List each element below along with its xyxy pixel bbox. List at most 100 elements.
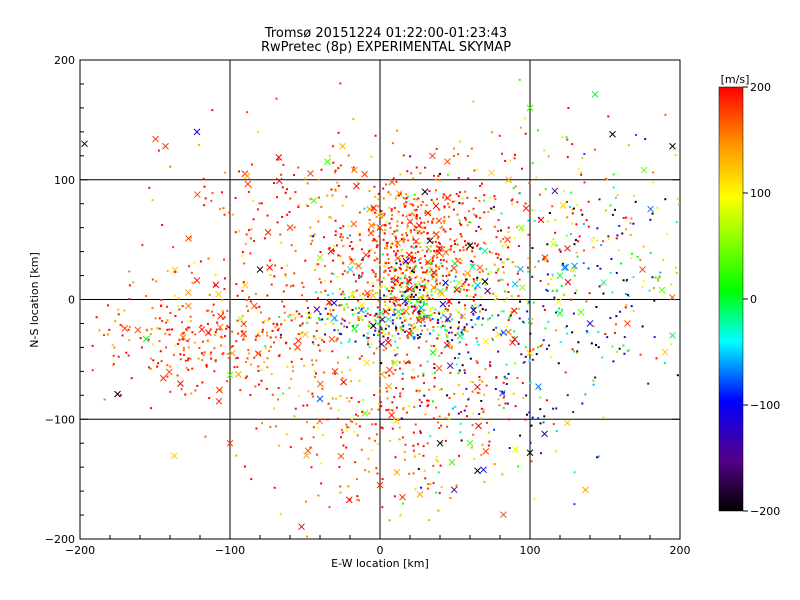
scatter-point <box>320 205 323 208</box>
scatter-point <box>367 324 370 327</box>
scatter-x-marker <box>348 258 356 266</box>
scatter-point <box>179 353 182 356</box>
scatter-point <box>453 242 456 245</box>
scatter-point <box>371 289 374 292</box>
scatter-point <box>495 326 498 329</box>
scatter-point <box>435 147 438 150</box>
scatter-point <box>177 297 180 300</box>
scatter-point <box>354 461 357 464</box>
scatter-point <box>459 233 462 236</box>
scatter-point <box>164 332 167 335</box>
scatter-x-marker <box>448 458 456 466</box>
scatter-point <box>179 358 182 361</box>
scatter-point <box>565 325 568 328</box>
scatter-point <box>291 365 294 368</box>
scatter-point <box>471 284 474 287</box>
scatter-point <box>642 245 645 248</box>
scatter-point <box>624 293 627 296</box>
scatter-point <box>294 316 297 319</box>
scatter-point <box>504 159 507 162</box>
scatter-point <box>306 182 309 185</box>
scatter-point <box>434 189 437 192</box>
scatter-point <box>451 345 454 348</box>
scatter-point <box>395 283 398 286</box>
scatter-point <box>422 287 425 290</box>
scatter-point <box>370 449 373 452</box>
scatter-point <box>592 383 595 386</box>
scatter-point <box>440 262 443 265</box>
scatter-point <box>391 214 394 217</box>
scatter-point <box>352 273 355 276</box>
scatter-point <box>209 328 212 331</box>
scatter-x-marker <box>316 380 324 388</box>
scatter-point <box>625 216 628 219</box>
scatter-point <box>247 349 250 352</box>
scatter-point <box>406 225 409 228</box>
scatter-point <box>447 202 450 205</box>
scatter-point <box>203 204 206 207</box>
scatter-point <box>390 210 393 213</box>
scatter-point <box>428 237 431 240</box>
scatter-point <box>442 221 445 224</box>
scatter-point <box>406 297 409 300</box>
scatter-point <box>230 346 233 349</box>
scatter-point <box>575 223 578 226</box>
scatter-point <box>448 331 451 334</box>
scatter-point <box>394 313 397 316</box>
scatter-point <box>539 279 542 282</box>
scatter-point <box>425 250 428 253</box>
scatter-point <box>405 193 408 196</box>
scatter-point <box>395 329 398 332</box>
scatter-point <box>572 207 575 210</box>
scatter-point <box>373 352 376 355</box>
scatter-point <box>458 369 461 372</box>
scatter-point <box>416 328 419 331</box>
scatter-point <box>370 248 373 251</box>
scatter-point <box>400 325 403 328</box>
scatter-point <box>411 332 414 335</box>
scatter-point <box>428 270 431 273</box>
scatter-point <box>403 238 406 241</box>
scatter-x-marker <box>256 266 264 273</box>
scatter-point <box>410 172 413 175</box>
scatter-point <box>336 181 339 184</box>
scatter-point <box>343 269 346 272</box>
scatter-point <box>377 408 380 411</box>
scatter-x-marker <box>303 452 310 459</box>
scatter-point <box>410 293 413 296</box>
scatter-point <box>427 220 430 223</box>
scatter-point <box>367 457 370 460</box>
scatter-point <box>281 300 284 303</box>
scatter-point <box>546 260 549 263</box>
scatter-point <box>441 255 444 258</box>
scatter-point <box>509 159 512 162</box>
scatter-point <box>394 324 397 327</box>
scatter-point <box>458 341 461 344</box>
scatter-point <box>297 204 300 207</box>
scatter-point <box>315 291 318 294</box>
scatter-point <box>327 294 330 297</box>
scatter-point <box>189 320 192 323</box>
scatter-point <box>413 271 416 274</box>
scatter-point <box>417 337 420 340</box>
scatter-point <box>357 400 360 403</box>
scatter-point <box>474 288 477 291</box>
scatter-point <box>438 266 441 269</box>
scatter-x-marker <box>669 142 676 150</box>
scatter-point <box>423 301 426 304</box>
scatter-x-marker <box>362 251 370 259</box>
scatter-point <box>221 353 224 356</box>
scatter-point <box>402 292 405 295</box>
scatter-point <box>462 246 465 249</box>
scatter-point <box>422 313 425 316</box>
scatter-x-marker <box>385 382 393 390</box>
scatter-x-marker <box>435 364 443 372</box>
scatter-x-marker <box>394 254 401 262</box>
scatter-point <box>125 351 128 354</box>
scatter-point <box>182 331 185 334</box>
scatter-point <box>428 316 431 319</box>
scatter-point <box>373 333 376 336</box>
scatter-point <box>407 195 410 198</box>
scatter-point <box>351 420 354 423</box>
scatter-point <box>473 255 476 258</box>
